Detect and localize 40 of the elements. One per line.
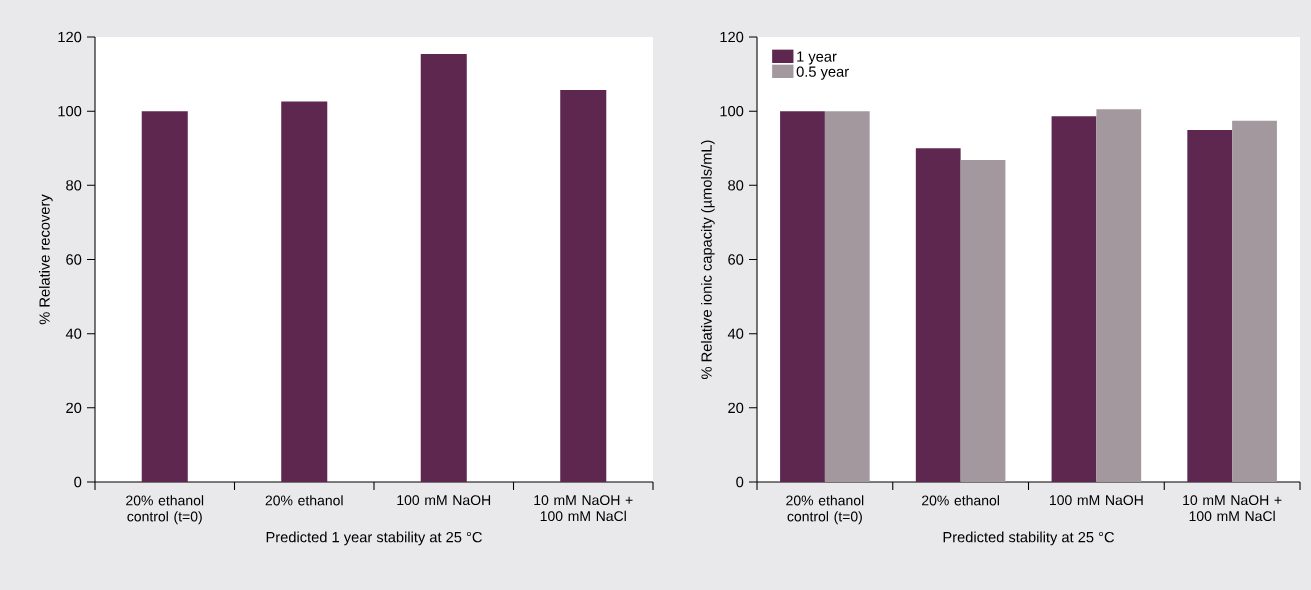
bar [960, 160, 1006, 482]
y-tick-label: 0 [736, 476, 744, 488]
y-axis-title: % Relative recovery [39, 194, 53, 325]
x-tick-label: 20% ethanol control (t=0) [786, 495, 864, 525]
x-tick-label: 10 mM NaOH + 100 mM NaCl [534, 495, 633, 522]
x-axis-title: Predicted 1 year stability at 25 °C [266, 531, 482, 546]
y-tick-label: 100 [58, 105, 82, 117]
legend-label: 0.5 year [796, 66, 849, 80]
y-tick-label: 120 [58, 31, 82, 43]
y-tick-label: 40 [727, 328, 744, 339]
x-tick-label: 20% ethanol control (t=0) [126, 495, 204, 525]
y-tick-label: 120 [720, 31, 744, 43]
bar [1232, 120, 1277, 482]
x-tick-label: 20% ethanol [922, 495, 999, 506]
y-tick-label: 20 [66, 402, 82, 414]
x-tick-label: 100 mM NaOH [397, 495, 491, 506]
x-axis-title: Predicted stability at 25 °C [943, 531, 1115, 546]
bar [141, 111, 188, 482]
bar [420, 54, 467, 482]
x-tick-label: 20% ethanol [265, 495, 343, 506]
y-tick-label: 80 [728, 180, 744, 191]
x-tick-label: 10 mM NaOH + 100 mM NaCl [1183, 495, 1282, 522]
bar [1096, 109, 1142, 482]
y-tick-label: 60 [66, 254, 82, 265]
y-tick-label: 100 [720, 105, 744, 117]
y-tick-label: 0 [74, 476, 82, 488]
bar [281, 101, 328, 482]
legend-label: 1 year [797, 51, 837, 65]
y-tick-label: 40 [65, 328, 82, 339]
bar [824, 111, 870, 482]
y-axis-title: % Relative ionic capacity (µmols/mL) [701, 140, 715, 379]
y-tick-label: 20 [728, 402, 744, 414]
bar [1187, 130, 1233, 482]
y-tick-label: 80 [66, 180, 82, 191]
y-tick-label: 60 [728, 254, 744, 265]
bar [1051, 116, 1097, 482]
bar [915, 148, 961, 482]
bar [780, 111, 825, 482]
bar [560, 90, 607, 482]
x-tick-label: 100 mM NaOH [1049, 495, 1143, 506]
